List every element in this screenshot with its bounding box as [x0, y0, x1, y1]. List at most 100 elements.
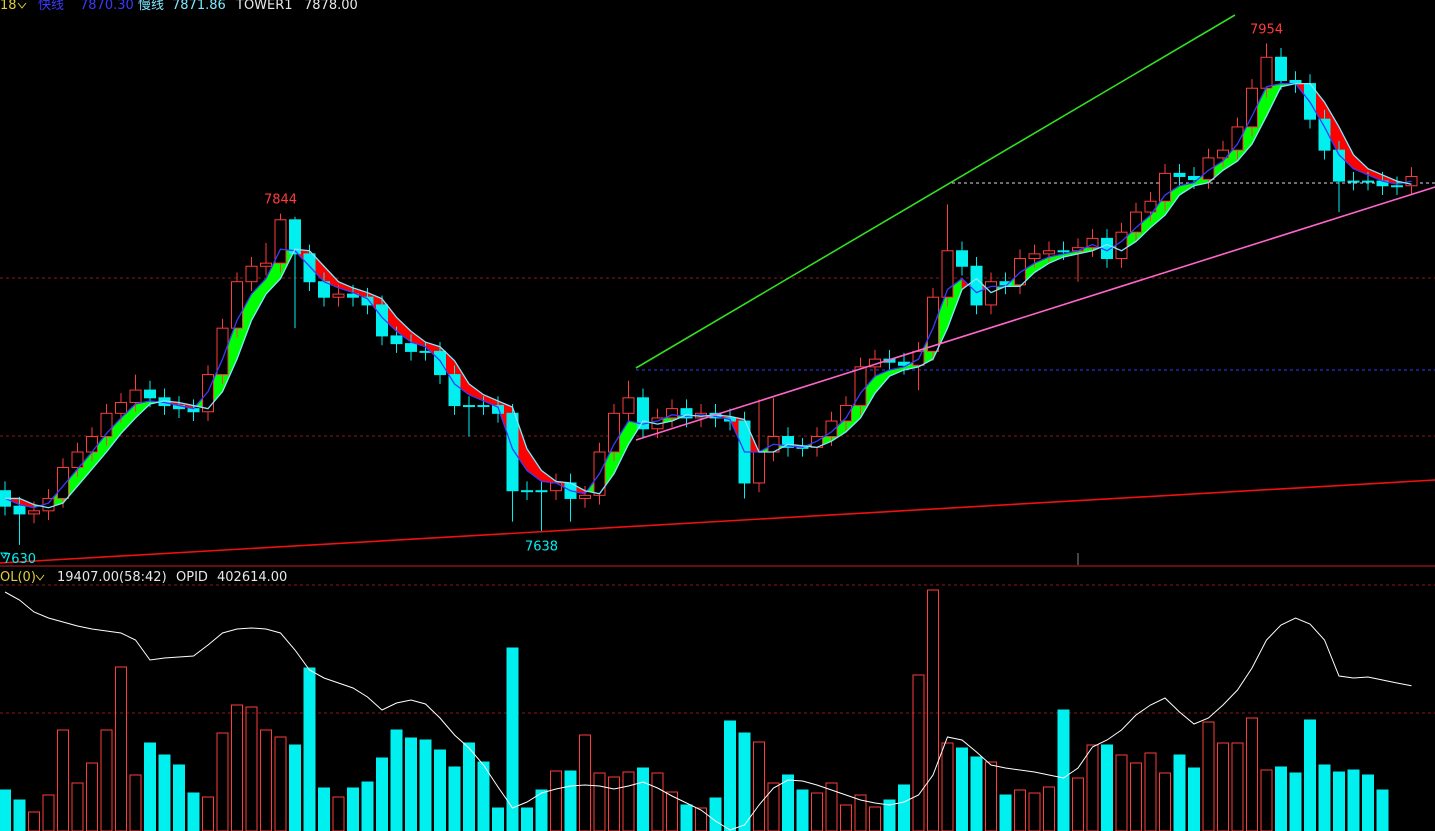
volume-bar: [854, 794, 867, 831]
indicator-name: 快线: [38, 0, 64, 13]
candle-body: [1333, 149, 1345, 182]
candle-body: [100, 412, 113, 438]
volume-bar: [999, 794, 1012, 831]
volume-bar: [579, 734, 591, 831]
volume-bar: [1072, 777, 1084, 831]
ma-line: [5, 82, 1412, 509]
candle-body: [1246, 87, 1258, 128]
candle-body: [405, 343, 417, 352]
candle-body: [753, 451, 765, 484]
volume-bar: [57, 729, 69, 831]
volume-bar: [187, 792, 200, 831]
volume-bar: [941, 742, 954, 831]
candle-body: [86, 436, 98, 453]
volume-bar: [535, 789, 548, 831]
candle-body: [1202, 157, 1215, 181]
volume-bar: [1260, 769, 1273, 831]
volume-bar: [1304, 719, 1316, 831]
candle-body: [1318, 118, 1331, 151]
candle-body: [1391, 185, 1403, 188]
candle-body: [825, 420, 838, 438]
candle-body: [1028, 253, 1041, 260]
volume-value: 19407.00(58:42): [57, 570, 167, 585]
labels: 18 快线 7870.30 慢线 7871.86 TOWER1 7878.00 …: [0, 0, 1283, 585]
candle-body: [941, 250, 954, 298]
extreme-label: 7630: [3, 552, 36, 567]
indicator-value: 7871.86: [172, 0, 226, 13]
candle-body: [608, 412, 620, 453]
volume-bar: [1347, 769, 1360, 831]
volume-bar: [709, 797, 722, 831]
volume-bar: [86, 762, 98, 831]
candle-body: [477, 405, 490, 408]
candle-body: [463, 405, 475, 408]
volume-bar: [1014, 789, 1026, 831]
volume-bar: [28, 811, 40, 831]
volume-bar: [71, 782, 84, 831]
volume-bar: [1188, 767, 1200, 831]
low-marker: [0, 552, 8, 559]
price-panel: [0, 43, 1418, 545]
volume-bar: [492, 807, 504, 831]
volume-bar: [419, 739, 432, 831]
candle-body: [506, 412, 519, 492]
candle-body: [1362, 180, 1374, 183]
volume-bar: [825, 782, 838, 831]
candle-body: [260, 262, 272, 267]
opid-line: [4, 591, 1412, 831]
volume-bar: [405, 737, 417, 831]
candle-body: [622, 397, 635, 414]
trend-lines: [0, 14, 1435, 564]
volume-bar: [332, 796, 345, 831]
volume-bar: [840, 804, 852, 831]
volume-bar: [173, 764, 185, 831]
volume-bar: [1144, 752, 1157, 831]
candle-body: [840, 405, 852, 422]
candle-body: [448, 374, 461, 407]
volume-bar: [521, 807, 533, 831]
candle-body: [71, 451, 84, 468]
volume-bar: [1217, 742, 1229, 831]
volume-bar: [1275, 766, 1287, 831]
volume-bar: [1101, 744, 1113, 831]
volume-bar: [1289, 772, 1302, 831]
volume-bar: [550, 770, 562, 831]
candle-body: [927, 296, 939, 352]
indicator-name: 慢线: [138, 0, 164, 13]
volume-bar: [1043, 786, 1055, 831]
volume-bar: [738, 732, 751, 831]
candle-body: [535, 490, 548, 493]
volume-bar: [1057, 709, 1070, 831]
volume-bar: [216, 732, 229, 831]
candle-body: [289, 219, 301, 255]
candle-body: [1115, 231, 1128, 260]
candle-body: [202, 374, 214, 413]
volume-bar: [274, 736, 287, 831]
candle-body: [1086, 237, 1099, 249]
volume-bar: [361, 781, 374, 831]
indicator-value: 7870.30: [80, 0, 134, 13]
volume-bar: [1362, 774, 1374, 831]
volume-bar: [448, 766, 461, 831]
volume-bar: [115, 666, 127, 831]
candle-body: [13, 505, 26, 515]
volume-bar: [463, 742, 475, 831]
volume-bar: [42, 794, 55, 831]
candle-body: [1014, 258, 1026, 286]
extreme-label: 7844: [264, 193, 297, 208]
candle-body: [492, 405, 504, 414]
volume-bar: [376, 757, 388, 831]
candle-body: [666, 408, 678, 419]
volume-title: OL(0): [0, 570, 36, 585]
candle-body: [28, 510, 40, 515]
candle-body: [216, 327, 229, 376]
indicator-value: 7878.00: [304, 0, 358, 13]
candle-body: [1347, 180, 1360, 183]
volume-bar: [477, 761, 490, 831]
volume-bar: [680, 804, 693, 831]
volume-bar: [912, 674, 925, 831]
volume-bar: [1159, 772, 1171, 831]
volume-bar: [1318, 764, 1331, 831]
dropdown-icon: [17, 2, 27, 9]
